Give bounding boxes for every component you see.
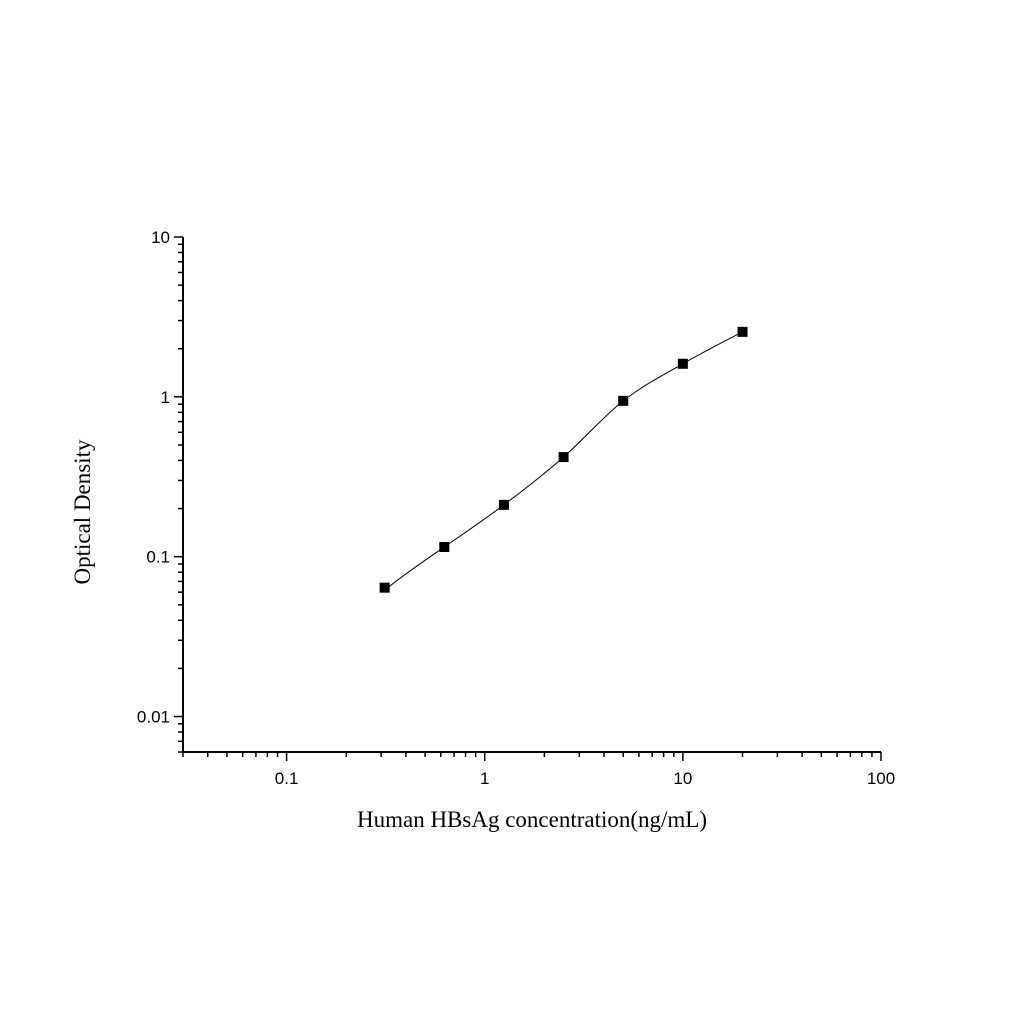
y-tick-label: 1 [161,388,170,407]
data-point [439,541,450,552]
x-tick-label: 0.1 [275,769,299,788]
x-tick-label: 100 [867,769,895,788]
data-points [379,326,748,593]
data-point [677,358,688,369]
data-point [618,395,629,406]
x-tick-label: 1 [480,769,489,788]
data-point [558,452,569,463]
data-point [498,499,509,510]
data-point [737,326,748,337]
y-tick-label: 0.01 [137,708,170,727]
y-axis-title: Optical Density [70,439,95,584]
y-tick-label: 10 [151,228,170,247]
axes: 0.1 1 10 100 0.01 0.1 1 10 [137,228,895,788]
y-tick-label: 0.1 [146,548,170,567]
x-axis-title: Human HBsAg concentration(ng/mL) [357,807,707,832]
x-tick-label: 10 [673,769,692,788]
data-point [379,582,390,593]
